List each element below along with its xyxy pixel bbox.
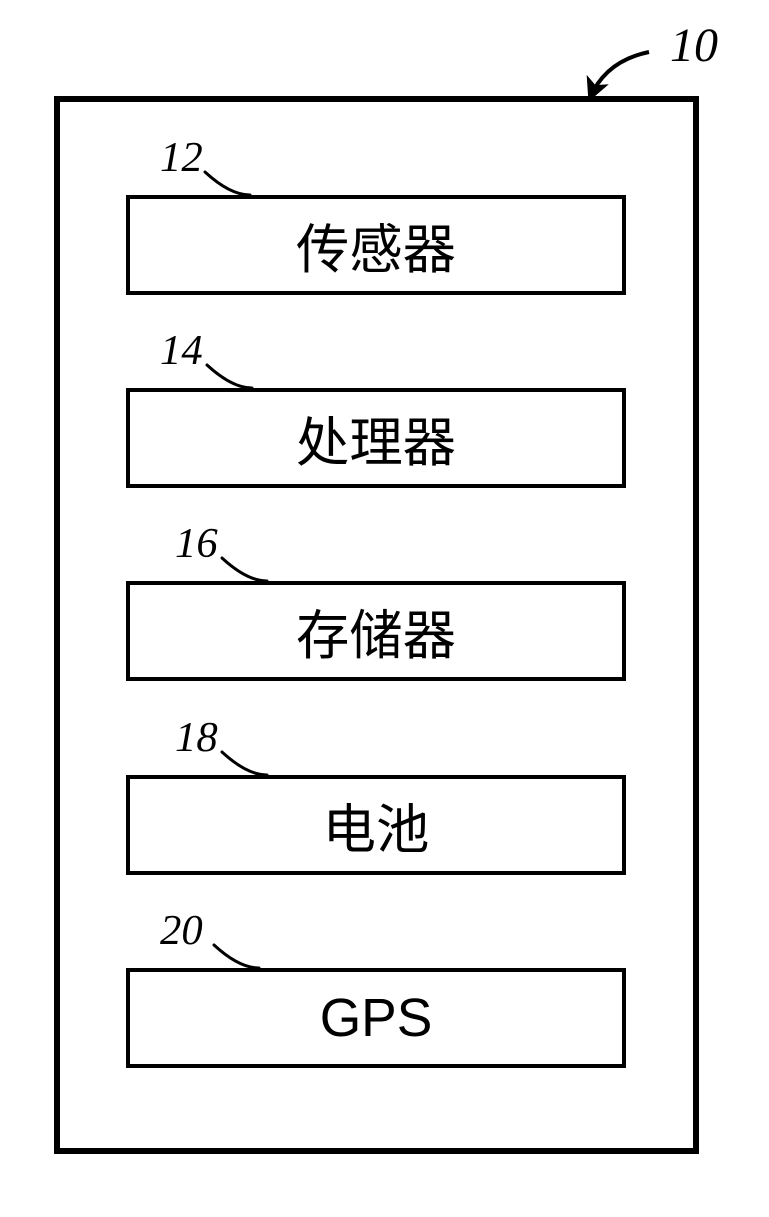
leader-gps (0, 0, 769, 1217)
